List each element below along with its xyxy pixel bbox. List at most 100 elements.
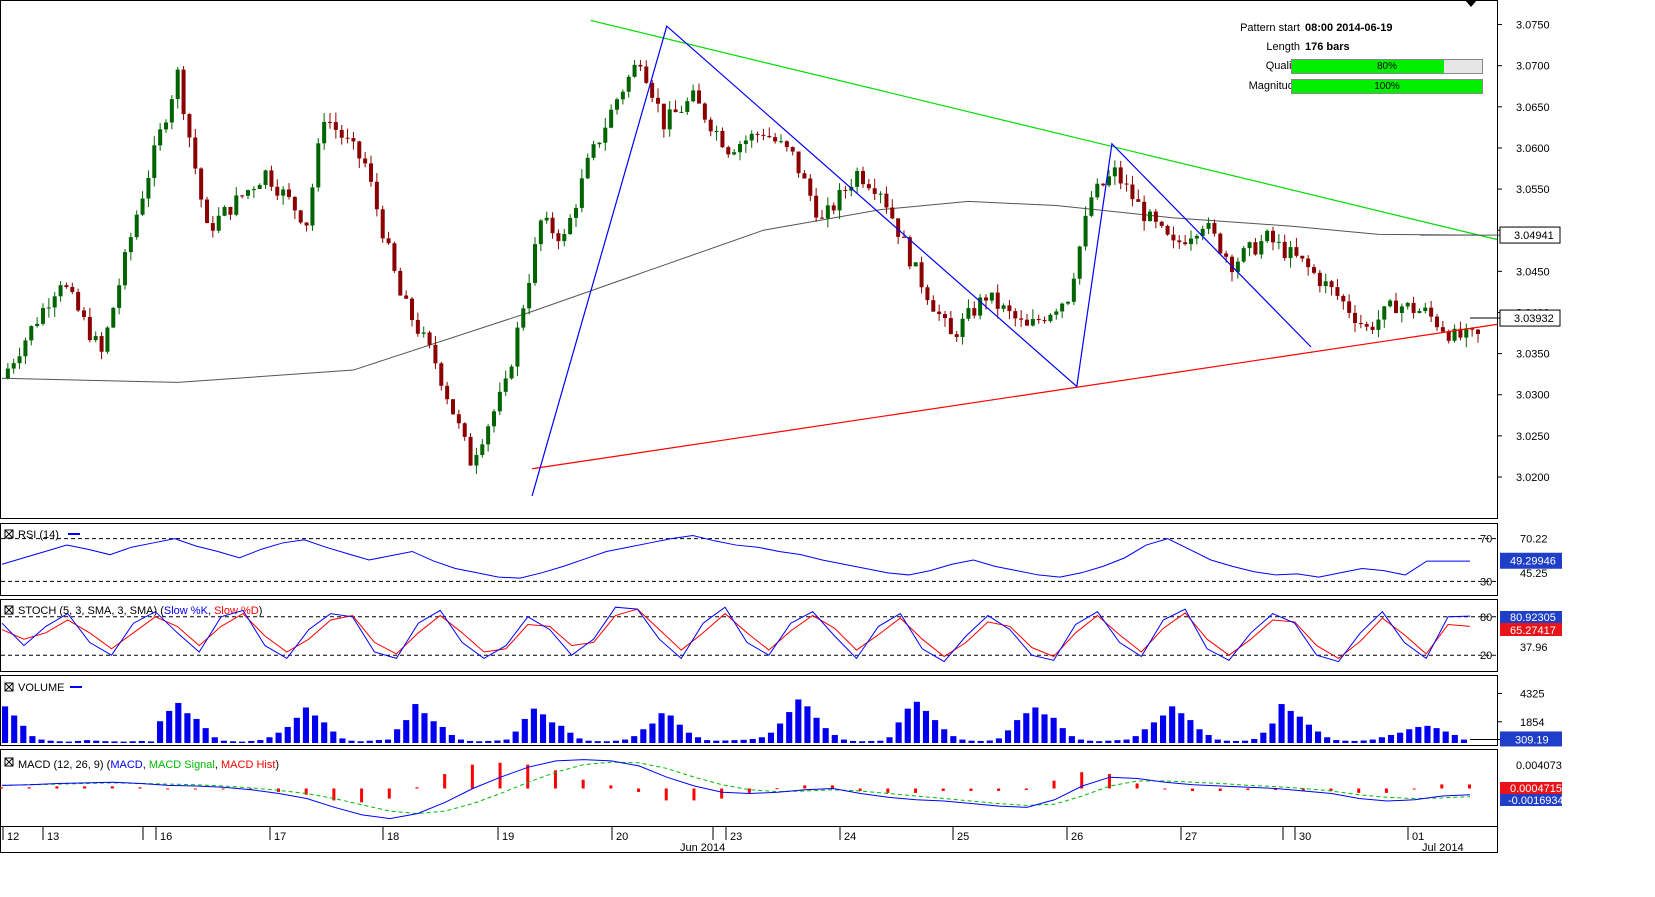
candle-body	[1399, 306, 1404, 314]
day-label: 01	[1412, 831, 1424, 843]
volume-bar	[1296, 716, 1303, 743]
volume-bar	[640, 729, 647, 743]
volume-bar	[1278, 704, 1285, 743]
volume-bar	[430, 721, 437, 743]
candle-body	[550, 217, 555, 234]
volume-bar	[1050, 717, 1057, 743]
macd-hist-bar	[1135, 783, 1139, 789]
volume-bar	[1251, 738, 1258, 743]
magnitude-bar: 100%	[1291, 79, 1483, 94]
candle-body	[1241, 248, 1246, 262]
macd-paren-close: )	[275, 759, 279, 771]
candle-body	[1153, 211, 1158, 222]
candle-body	[205, 199, 209, 224]
candle-body	[1282, 241, 1287, 259]
volume-bar	[549, 722, 556, 743]
macd-hist-bar	[166, 788, 170, 790]
day-label: 18	[387, 831, 399, 843]
candle-body	[814, 195, 819, 218]
volume-bar	[330, 731, 337, 743]
volume-bar	[448, 734, 455, 743]
volume-bar	[494, 740, 501, 743]
candle-body	[462, 423, 467, 437]
volume-value-box	[1500, 731, 1562, 747]
volume-bar	[457, 739, 465, 743]
candle-body	[825, 205, 830, 219]
volume-bar	[704, 740, 711, 743]
stoch-d-line	[1, 608, 1471, 660]
macd-hist-bar	[470, 764, 474, 789]
candle-body	[872, 188, 877, 194]
candle-body	[404, 295, 409, 299]
rsi-line	[1, 534, 1470, 579]
candle-body	[615, 99, 619, 110]
candle-body	[1136, 199, 1141, 202]
candle-body	[1335, 287, 1340, 296]
macd-hist-bar	[193, 788, 197, 790]
candle-body	[1341, 295, 1346, 302]
macd-hist-bar	[443, 774, 447, 789]
candle-body	[509, 366, 514, 379]
candle-body	[46, 307, 51, 309]
candle-body	[761, 134, 766, 136]
candle-body	[1189, 238, 1193, 245]
volume-bar	[321, 722, 328, 743]
volume-bar	[1150, 722, 1157, 743]
candle-body	[333, 122, 338, 130]
volume-layer: 4325 1854 309.19	[2, 688, 1562, 747]
last-price-box	[1499, 309, 1561, 327]
volume-bar	[968, 740, 975, 743]
volume-bar	[467, 740, 474, 743]
volume-bar	[822, 728, 829, 743]
candle-body	[521, 308, 526, 328]
volume-bar	[995, 738, 1002, 743]
volume-bar	[1369, 739, 1376, 743]
stoch-header: STOCH (5, 3, SMA, 3, SMA) (Slow %K, Slow…	[4, 605, 262, 617]
volume-bar	[375, 740, 382, 743]
candle-body	[732, 152, 737, 155]
candle-body	[603, 127, 608, 143]
candle-body	[972, 308, 977, 316]
candle-body	[527, 282, 532, 309]
candle-body	[632, 64, 637, 77]
macd-hist-name: MACD Hist	[221, 759, 275, 771]
volume-bar	[1397, 732, 1404, 743]
candle-body	[169, 99, 174, 123]
volume-tick-label: 4325	[1520, 688, 1544, 700]
support-line	[531, 323, 1498, 470]
macd-hist-bar	[83, 786, 87, 789]
candle-body	[1159, 221, 1164, 226]
rsi-right-label-3: 45.25	[1520, 568, 1548, 580]
volume-bar	[403, 720, 410, 743]
candle-body	[937, 311, 942, 315]
panel-collapse-icon[interactable]	[1465, 0, 1477, 7]
day-label: 25	[957, 831, 969, 843]
volume-bar	[1041, 714, 1048, 743]
rsi-panel-frame	[0, 523, 1498, 596]
volume-bar	[1287, 710, 1294, 743]
candle-body	[386, 238, 391, 244]
candle-body	[456, 414, 461, 424]
candle-body	[591, 144, 596, 158]
candle-body	[1218, 233, 1223, 254]
candle-body	[11, 363, 16, 369]
stoch-comma: ,	[208, 605, 214, 617]
candle-body	[784, 141, 789, 148]
rsi-value-box	[1500, 552, 1562, 569]
macd-paren-open: (	[107, 759, 111, 771]
volume-bar	[302, 707, 310, 743]
volume-bar	[38, 739, 45, 743]
candle-body	[287, 189, 291, 197]
moving-average-layer	[1, 200, 1479, 383]
pattern-start-value: 08:00 2014-06-19	[1305, 22, 1393, 34]
quality-bar-fill	[1292, 60, 1444, 73]
candle-body	[328, 121, 332, 123]
volume-bar	[795, 699, 802, 743]
candle-body	[117, 285, 122, 308]
macd-hist-bar	[830, 785, 834, 789]
candle-body	[468, 436, 473, 466]
volume-bar	[20, 725, 27, 743]
candle-body	[1452, 328, 1457, 341]
macd-hist-value: 0.0004715	[1510, 783, 1562, 795]
volume-bar	[1032, 707, 1039, 743]
